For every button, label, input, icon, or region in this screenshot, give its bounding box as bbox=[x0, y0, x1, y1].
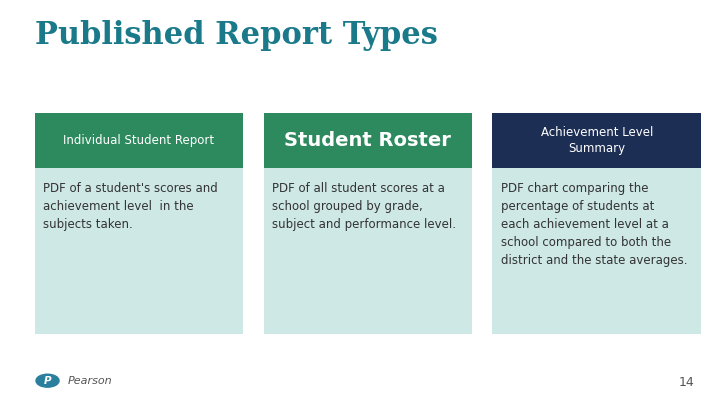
Text: 14: 14 bbox=[679, 376, 695, 389]
Text: PDF of all student scores at a
school grouped by grade,
subject and performance : PDF of all student scores at a school gr… bbox=[272, 182, 456, 231]
Text: PDF chart comparing the
percentage of students at
each achievement level at a
sc: PDF chart comparing the percentage of st… bbox=[501, 182, 688, 267]
Text: Published Report Types: Published Report Types bbox=[35, 20, 438, 51]
Text: Student Roster: Student Roster bbox=[284, 131, 451, 150]
Text: P: P bbox=[44, 376, 51, 386]
FancyBboxPatch shape bbox=[264, 113, 472, 168]
Text: Pearson: Pearson bbox=[68, 376, 112, 386]
FancyBboxPatch shape bbox=[492, 168, 701, 334]
Text: PDF of a student's scores and
achievement level  in the
subjects taken.: PDF of a student's scores and achievemen… bbox=[43, 182, 218, 231]
FancyBboxPatch shape bbox=[264, 168, 472, 334]
FancyBboxPatch shape bbox=[35, 113, 243, 168]
Circle shape bbox=[36, 374, 59, 387]
FancyBboxPatch shape bbox=[35, 168, 243, 334]
Text: Achievement Level
Summary: Achievement Level Summary bbox=[541, 126, 653, 155]
FancyBboxPatch shape bbox=[492, 113, 701, 168]
Text: Individual Student Report: Individual Student Report bbox=[63, 134, 215, 147]
